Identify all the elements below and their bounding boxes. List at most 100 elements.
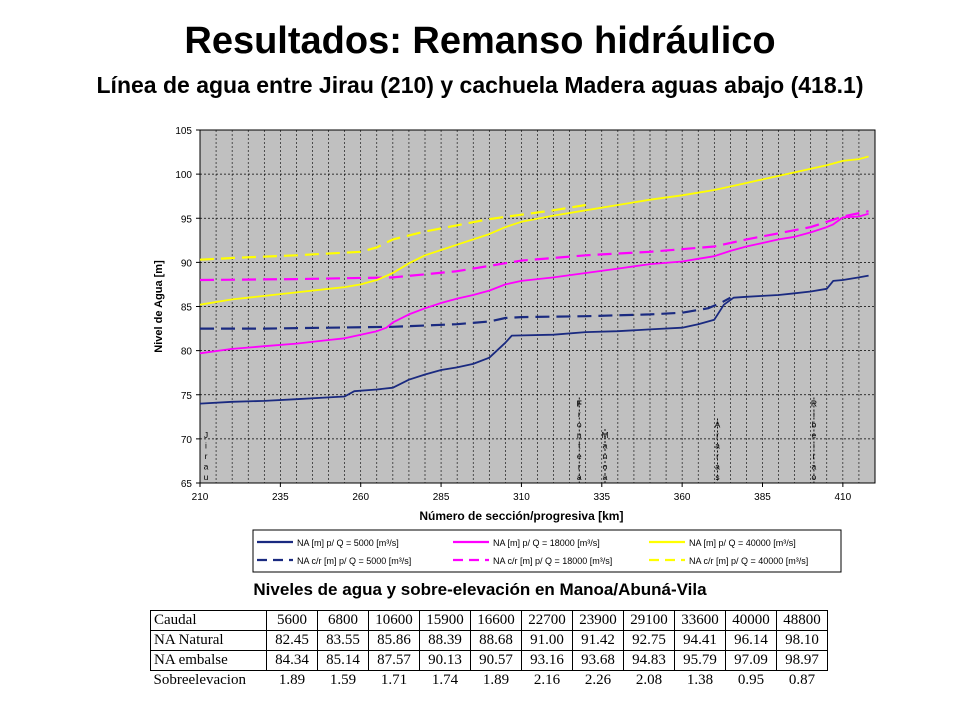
location-letter: r — [205, 451, 208, 461]
table-cell: 1.89 — [278, 672, 306, 688]
location-letter: s — [715, 472, 719, 482]
table-cell: 1.74 — [431, 672, 459, 688]
table-cell: 29100 — [623, 610, 675, 631]
location-letter: u — [204, 472, 209, 482]
x-tick-label: 260 — [352, 492, 369, 503]
row-label: Sobreelevacion — [153, 672, 246, 688]
location-letter: n — [603, 451, 608, 461]
legend-label: NA c/r [m] p/ Q = 18000 [m³/s] — [493, 556, 612, 566]
row-label: NA Natural — [150, 630, 267, 651]
y-tick-label: 105 — [175, 126, 192, 137]
series-line-2 — [200, 296, 731, 330]
location-letter: i — [205, 441, 207, 451]
table-cell: 23900 — [572, 610, 624, 631]
series-line-5 — [199, 155, 869, 306]
location-letter: a — [715, 462, 720, 472]
slide-subtitle: Línea de agua entre Jirau (210) y cachue… — [96, 72, 864, 98]
table-cell: 1.89 — [482, 672, 510, 688]
table-cell: 88.39 — [419, 630, 471, 651]
series-line-6 — [199, 203, 586, 261]
y-tick-label: 75 — [181, 391, 193, 402]
location-letter: a — [204, 462, 209, 472]
location-letter: e — [812, 430, 817, 440]
table-row: Sobreelevacion 1.89 1.59 1.71 1.74 1.89 2.16 2.… — [151, 671, 828, 691]
location-letter: t — [578, 441, 581, 451]
location-letter: R — [811, 399, 817, 409]
table-cell: 22700 — [521, 610, 573, 631]
table-cell: 2.16 — [533, 672, 561, 688]
x-tick-label: 235 — [272, 492, 289, 503]
location-letter: r — [813, 451, 816, 461]
series-line-1 — [199, 274, 869, 405]
y-axis-title: Nivel de Agua [m] — [153, 260, 165, 353]
x-tick-label: 360 — [674, 492, 691, 503]
table-cell: 1.59 — [329, 672, 357, 688]
slide-title: Resultados: Remanso hidráulico — [184, 20, 776, 62]
location-letter: o — [577, 420, 582, 430]
series-line-3 — [199, 212, 869, 355]
location-letter: r — [578, 409, 581, 419]
legend-label: NA c/r [m] p/ Q = 40000 [m³/s] — [689, 556, 808, 566]
table-cell: 15900 — [419, 610, 471, 631]
table-cell: 83.55 — [317, 630, 369, 651]
location-letter: a — [812, 462, 817, 472]
table-cell: 97.09 — [725, 650, 777, 671]
table-cell: 98.97 — [776, 650, 828, 671]
table-title: Niveles de agua y sobre-elevación en Man… — [253, 580, 707, 599]
water-level-table: Caudal 5600 6800 10600 15900 16600 22700 23900 2… — [150, 610, 828, 690]
x-tick-label: 335 — [593, 492, 610, 503]
table-cell: 33600 — [674, 610, 726, 631]
location-letter: a — [715, 441, 720, 451]
table-cell: 85.14 — [317, 650, 369, 671]
location-label: Manoa — [601, 430, 608, 482]
table-cell: 94.41 — [674, 630, 726, 651]
location-letter: r — [716, 451, 719, 461]
y-tick-label: 65 — [181, 479, 193, 490]
table-cell: 95.79 — [674, 650, 726, 671]
y-tick-label: 70 — [181, 435, 193, 446]
y-tick-label: 85 — [181, 303, 193, 314]
location-letter: o — [603, 462, 608, 472]
table-cell: 91.00 — [521, 630, 573, 651]
x-tick-label: 210 — [192, 492, 209, 503]
x-tick-label: 310 — [513, 492, 530, 503]
table-cell: 98.10 — [776, 630, 828, 651]
table-row: NA Natural 82.45 83.55 85.86 88.39 88.68 91.00… — [150, 630, 828, 651]
series-line-4 — [199, 210, 869, 282]
location-letter: M — [601, 430, 608, 440]
legend-label: NA [m] p/ Q = 18000 [m³/s] — [493, 538, 600, 548]
table-cell: 0.87 — [788, 672, 816, 688]
table-cell: 2.26 — [584, 672, 612, 688]
y-tick-label: 95 — [181, 214, 193, 225]
row-label: Caudal — [150, 610, 267, 631]
table-row: NA embalse 84.34 85.14 87.57 90.13 90.57 93.16… — [150, 650, 828, 671]
table-cell: 91.42 — [572, 630, 624, 651]
location-letter: b — [812, 420, 817, 430]
legend-box — [252, 529, 842, 573]
location-letter: i — [813, 409, 815, 419]
location-letter: F — [577, 399, 582, 409]
table-cell: 1.71 — [380, 672, 408, 688]
table-cell: 82.45 — [266, 630, 318, 651]
table-cell: 16600 — [470, 610, 522, 631]
location-letter: a — [603, 472, 608, 482]
table-cell: 10600 — [368, 610, 420, 631]
table-cell: 87.57 — [368, 650, 420, 671]
table-cell: 48800 — [776, 610, 828, 631]
location-letter: o — [812, 472, 817, 482]
table-cell: 84.34 — [266, 650, 318, 671]
x-axis-title: Número de sección/progresiva [km] — [419, 509, 623, 523]
location-letter: a — [603, 441, 608, 451]
table-row-caudal: Caudal 5600 6800 10600 15900 16600 22700 23900 2… — [150, 610, 828, 631]
location-letter: i — [813, 441, 815, 451]
table-cell: 40000 — [725, 610, 777, 631]
table-cell: 6800 — [317, 610, 369, 631]
legend-label: NA [m] p/ Q = 5000 [m³/s] — [297, 538, 399, 548]
table-cell: 93.68 — [572, 650, 624, 671]
table-cell: 2.08 — [635, 672, 663, 688]
legend-label: NA [m] p/ Q = 40000 [m³/s] — [689, 538, 796, 548]
location-letter: n — [577, 430, 582, 440]
